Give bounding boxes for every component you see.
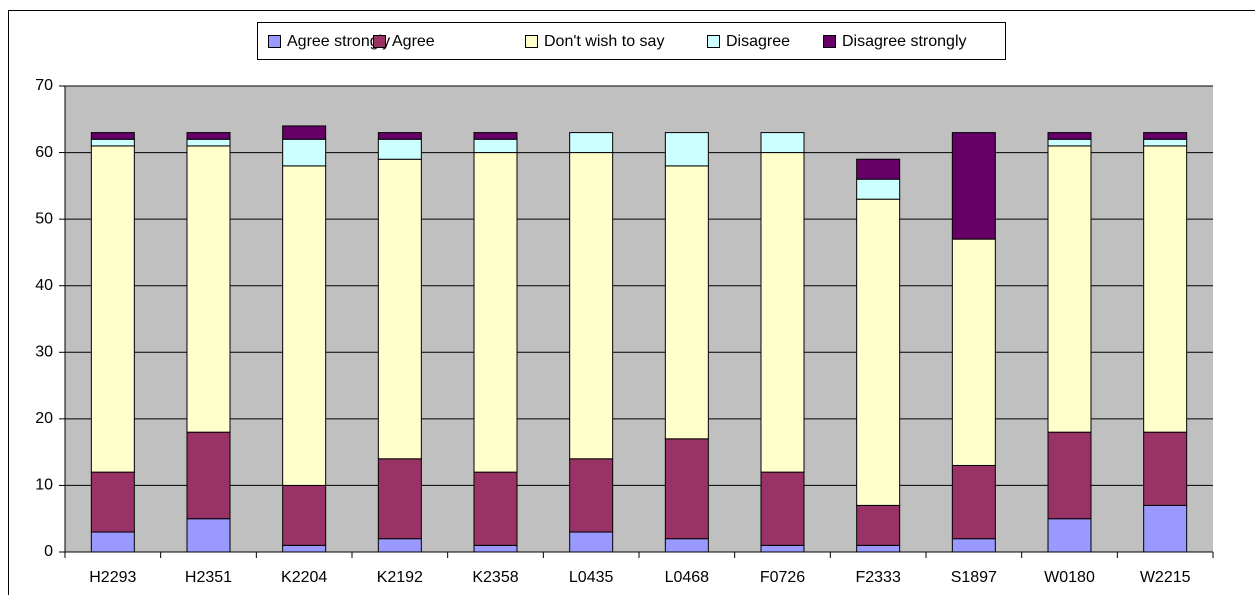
bar-segment [1143,145,1188,433]
bar-segment [377,158,422,460]
bar-segment [282,165,327,486]
bar-segment [186,132,231,140]
bar-segment [569,531,614,553]
y-tick-label: 60 [35,144,53,161]
bar-segment [186,138,231,147]
bar-segment [760,132,805,154]
bar-segment [377,138,422,160]
bar-segment [856,544,901,553]
bar-segment [473,138,518,154]
bar-segment [856,504,901,546]
bar-segment [951,132,996,240]
bar-segment [760,544,805,553]
x-tick-label: L0468 [665,569,710,586]
bar-segment [569,152,614,460]
bar-segment [186,145,231,433]
y-tick-label: 0 [44,543,53,560]
bar-segment [90,145,135,473]
bar-segment [1143,132,1188,140]
x-tick-label: S1897 [951,569,997,586]
bar-segment [569,458,614,533]
legend-label: Disagree [726,33,790,50]
bar-segment [1047,132,1092,140]
bar-segment [856,178,901,200]
x-tick-label: K2358 [472,569,518,586]
bar-segment [1047,145,1092,433]
x-tick-label: H2293 [89,569,136,586]
x-tick-label: W0180 [1044,569,1095,586]
legend-label: Agree [392,33,435,50]
x-tick-label: K2192 [377,569,423,586]
bar-segment [1047,518,1092,553]
bar-segment [377,538,422,553]
bar-segment [760,471,805,546]
legend-swatch [823,35,836,48]
bar-segment [90,138,135,147]
bar-segment [951,238,996,466]
bar-segment [282,544,327,553]
x-tick-label: L0435 [569,569,614,586]
bar-segment [90,132,135,140]
bar-segment [664,538,709,553]
bar-segment [90,531,135,553]
bar-segment [1047,431,1092,520]
bar-segment [186,431,231,520]
bar-segment [473,152,518,473]
plot-area [65,86,1213,552]
x-tick-label: F0726 [760,569,805,586]
bar-segment [1143,138,1188,147]
x-tick-label: H2351 [185,569,232,586]
bar-segment [951,464,996,540]
legend-label: Agree strongly [287,33,390,50]
bar-segment [282,484,327,546]
y-tick-label: 50 [35,210,53,227]
bar-segment [1047,138,1092,147]
bar-segment [377,132,422,140]
y-tick-label: 20 [35,410,53,427]
y-tick-label: 30 [35,344,53,361]
bar-segment [186,518,231,553]
bar-segment [377,458,422,540]
bar-segment [473,132,518,140]
bar-segment [664,165,709,440]
bar-segment [664,438,709,540]
bar-segment [282,125,327,140]
bar-segment [90,471,135,533]
bar-segment [760,152,805,473]
legend-swatch [525,35,538,48]
bar-segment [282,138,327,167]
bar-segment [1143,431,1188,506]
bar-segment [856,158,901,180]
legend-label: Disagree strongly [842,33,967,50]
bar-segment [473,544,518,553]
legend-swatch [707,35,720,48]
bar-segment [951,538,996,553]
y-tick-label: 10 [35,477,53,494]
x-tick-label: F2333 [855,569,900,586]
bar-segment [664,132,709,167]
x-tick-label: K2204 [281,569,327,586]
bar-segment [1143,504,1188,553]
bar-segment [473,471,518,546]
x-tick-label: W2215 [1140,569,1191,586]
y-tick-label: 70 [35,77,53,94]
bar-segment [856,198,901,506]
y-tick-label: 40 [35,277,53,294]
legend-label: Don't wish to say [544,33,664,50]
legend-swatch [268,35,281,48]
legend-swatch [373,35,386,48]
bar-segment [569,132,614,154]
